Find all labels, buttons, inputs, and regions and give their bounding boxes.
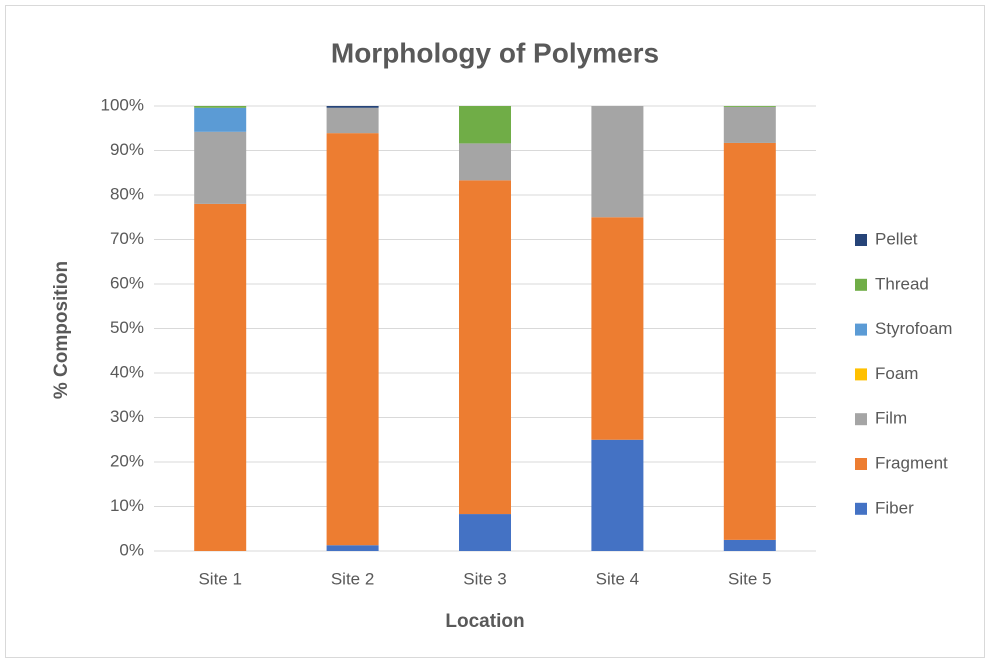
x-tick-label: Site 3: [463, 569, 506, 588]
bar-segment: [723, 539, 776, 551]
y-tick-label: 70%: [110, 229, 144, 248]
x-tick-label: Site 5: [728, 569, 771, 588]
bar-segment: [723, 142, 776, 540]
y-tick-label: 0%: [119, 540, 144, 559]
y-tick-label: 30%: [110, 407, 144, 426]
bar-segment: [459, 143, 511, 181]
y-tick-label: 10%: [110, 496, 144, 515]
bar-segment: [591, 217, 644, 440]
y-axis-label: % Composition: [51, 261, 72, 399]
legend-label: Film: [875, 409, 907, 428]
bar-segment: [326, 133, 379, 546]
y-tick-label: 60%: [110, 273, 144, 292]
legend-swatch: [855, 323, 867, 336]
bar-segment: [591, 106, 644, 218]
bar-segment: [194, 106, 247, 108]
x-axis-label: Location: [445, 611, 524, 632]
bar-segment: [194, 203, 247, 551]
bar-segment: [591, 439, 644, 551]
bar-segment: [194, 107, 247, 132]
legend-label: Pellet: [875, 229, 918, 248]
legend-label: Foam: [875, 364, 918, 383]
bar-segment: [723, 106, 776, 143]
bar-segment: [723, 106, 776, 107]
legend-swatch: [855, 234, 867, 246]
bar-segment: [326, 545, 379, 551]
legend-swatch: [855, 458, 867, 470]
legend-swatch: [855, 413, 867, 426]
legend-swatch: [855, 502, 867, 515]
chart-title: Morphology of Polymers: [331, 37, 659, 68]
y-tick-label: 90%: [110, 140, 144, 159]
bar-segment: [459, 180, 511, 515]
y-tick-label: 50%: [110, 318, 144, 337]
y-tick-label: 20%: [110, 451, 144, 470]
x-tick-label: Site 2: [331, 569, 374, 588]
bar-segment: [459, 514, 511, 551]
y-tick-label: 100%: [101, 95, 144, 114]
bar-segment: [194, 131, 247, 204]
legend-swatch: [855, 368, 867, 381]
legend-label: Styrofoam: [875, 319, 952, 338]
x-tick-label: Site 1: [198, 569, 241, 588]
legend-label: Fiber: [875, 498, 914, 517]
bar-segment: [326, 107, 379, 134]
y-tick-label: 40%: [110, 362, 144, 381]
legend-label: Thread: [875, 274, 929, 293]
bar-segment: [459, 106, 511, 144]
legend-swatch: [855, 278, 867, 291]
y-tick-label: 80%: [110, 184, 144, 203]
x-tick-label: Site 4: [596, 569, 639, 588]
bar-segment: [326, 106, 379, 108]
legend-label: Fragment: [875, 453, 948, 472]
